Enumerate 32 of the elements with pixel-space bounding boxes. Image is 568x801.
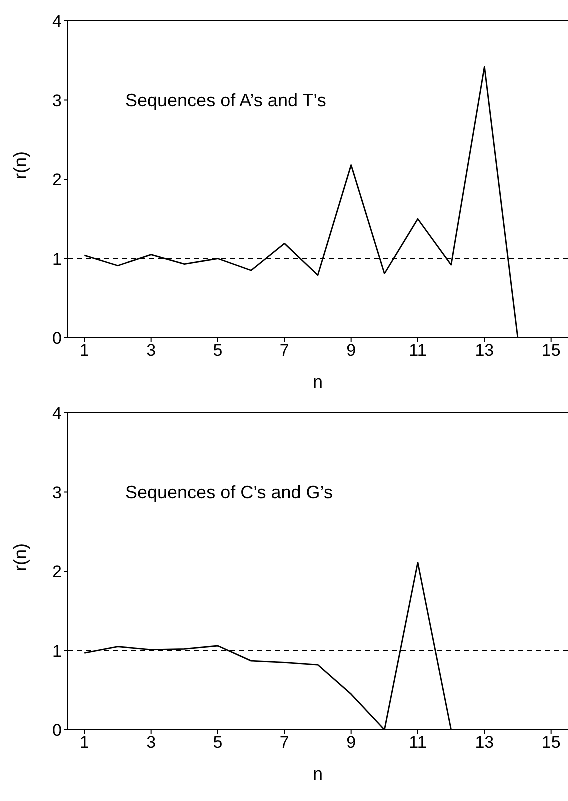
x-axis-title: n xyxy=(312,372,324,392)
y-tick-label: 3 xyxy=(52,91,62,110)
x-tick-label: 13 xyxy=(475,733,494,752)
annotation: Sequences of A’s and T’s xyxy=(126,90,326,111)
y-tick-label: 3 xyxy=(52,483,62,502)
x-tick-label: 7 xyxy=(280,733,290,752)
x-tick-label: 15 xyxy=(542,733,561,752)
x-tick-label: 11 xyxy=(409,341,427,360)
y-tick-label: 4 xyxy=(52,12,62,32)
x-tick-label: 9 xyxy=(346,733,356,752)
y-tick-label: 0 xyxy=(52,721,62,740)
x-tick-label: 5 xyxy=(213,341,223,360)
x-tick-label: 1 xyxy=(80,733,90,752)
x-tick-label: 15 xyxy=(542,341,561,360)
x-tick-label: 3 xyxy=(146,341,156,360)
y-tick-label: 4 xyxy=(52,404,62,424)
y-tick-label: 0 xyxy=(52,329,62,348)
x-tick-label: 13 xyxy=(475,341,494,360)
x-tick-label: 11 xyxy=(409,733,427,752)
x-tick-label: 3 xyxy=(146,733,156,752)
x-tick-label: 9 xyxy=(346,341,356,360)
x-axis-title: n xyxy=(312,764,324,784)
x-tick-label: 7 xyxy=(280,341,290,360)
y-tick-label: 1 xyxy=(52,250,62,269)
y-tick-label: 2 xyxy=(52,562,62,582)
y-tick-label: 2 xyxy=(52,170,62,190)
y-tick-label: 1 xyxy=(52,642,62,661)
x-tick-label: 1 xyxy=(80,341,90,360)
annotation: Sequences of C’s and G’s xyxy=(126,482,333,503)
y-axis-title: r(n) xyxy=(10,544,30,572)
x-tick-label: 5 xyxy=(213,733,223,752)
y-axis-title: r(n) xyxy=(10,152,30,180)
